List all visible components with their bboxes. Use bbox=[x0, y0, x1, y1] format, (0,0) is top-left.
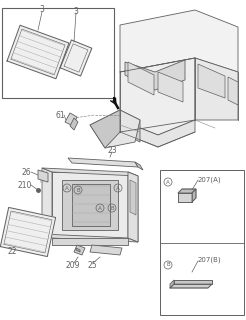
Text: 23: 23 bbox=[107, 146, 117, 155]
Polygon shape bbox=[125, 60, 185, 90]
Polygon shape bbox=[120, 120, 195, 147]
Polygon shape bbox=[42, 168, 52, 238]
Polygon shape bbox=[90, 110, 140, 148]
Polygon shape bbox=[60, 40, 92, 76]
Text: A: A bbox=[116, 186, 120, 190]
Polygon shape bbox=[178, 193, 192, 202]
Polygon shape bbox=[42, 234, 138, 242]
Text: 61: 61 bbox=[55, 110, 65, 119]
Text: 207(A): 207(A) bbox=[198, 177, 222, 183]
Polygon shape bbox=[128, 172, 138, 242]
Bar bbox=[2, 8, 114, 98]
Polygon shape bbox=[174, 280, 212, 284]
Polygon shape bbox=[128, 62, 154, 95]
Polygon shape bbox=[228, 77, 238, 105]
Polygon shape bbox=[76, 248, 80, 252]
Polygon shape bbox=[52, 172, 128, 238]
Polygon shape bbox=[62, 180, 118, 230]
Text: 3: 3 bbox=[74, 6, 78, 15]
Text: 209: 209 bbox=[65, 260, 79, 269]
Text: A: A bbox=[166, 180, 170, 185]
Polygon shape bbox=[120, 110, 140, 142]
Polygon shape bbox=[90, 110, 120, 148]
Text: 3: 3 bbox=[40, 4, 45, 13]
Polygon shape bbox=[52, 238, 128, 245]
Bar bbox=[160, 170, 244, 315]
Text: A: A bbox=[65, 186, 69, 190]
Polygon shape bbox=[42, 168, 138, 176]
Polygon shape bbox=[170, 280, 174, 288]
Polygon shape bbox=[178, 189, 196, 193]
Text: 210: 210 bbox=[18, 180, 32, 189]
Text: A: A bbox=[98, 205, 102, 211]
Text: 25: 25 bbox=[88, 260, 98, 269]
Text: B: B bbox=[166, 262, 170, 268]
Polygon shape bbox=[68, 158, 138, 167]
Polygon shape bbox=[7, 25, 69, 79]
Polygon shape bbox=[120, 10, 238, 72]
Polygon shape bbox=[170, 284, 212, 288]
Polygon shape bbox=[0, 207, 56, 257]
Polygon shape bbox=[74, 245, 85, 255]
Polygon shape bbox=[192, 189, 196, 202]
Polygon shape bbox=[128, 172, 138, 242]
Polygon shape bbox=[130, 180, 136, 215]
Polygon shape bbox=[198, 64, 225, 98]
Polygon shape bbox=[195, 58, 238, 120]
Text: B: B bbox=[76, 188, 80, 193]
Polygon shape bbox=[158, 72, 183, 102]
Polygon shape bbox=[90, 245, 122, 255]
Polygon shape bbox=[38, 170, 48, 182]
Text: B: B bbox=[110, 205, 114, 211]
Polygon shape bbox=[70, 118, 78, 130]
Text: 22: 22 bbox=[8, 247, 17, 257]
Text: 26: 26 bbox=[22, 167, 32, 177]
Polygon shape bbox=[120, 58, 195, 135]
Polygon shape bbox=[72, 184, 110, 226]
Text: 207(B): 207(B) bbox=[198, 257, 222, 263]
Polygon shape bbox=[135, 162, 143, 170]
Polygon shape bbox=[65, 113, 77, 126]
